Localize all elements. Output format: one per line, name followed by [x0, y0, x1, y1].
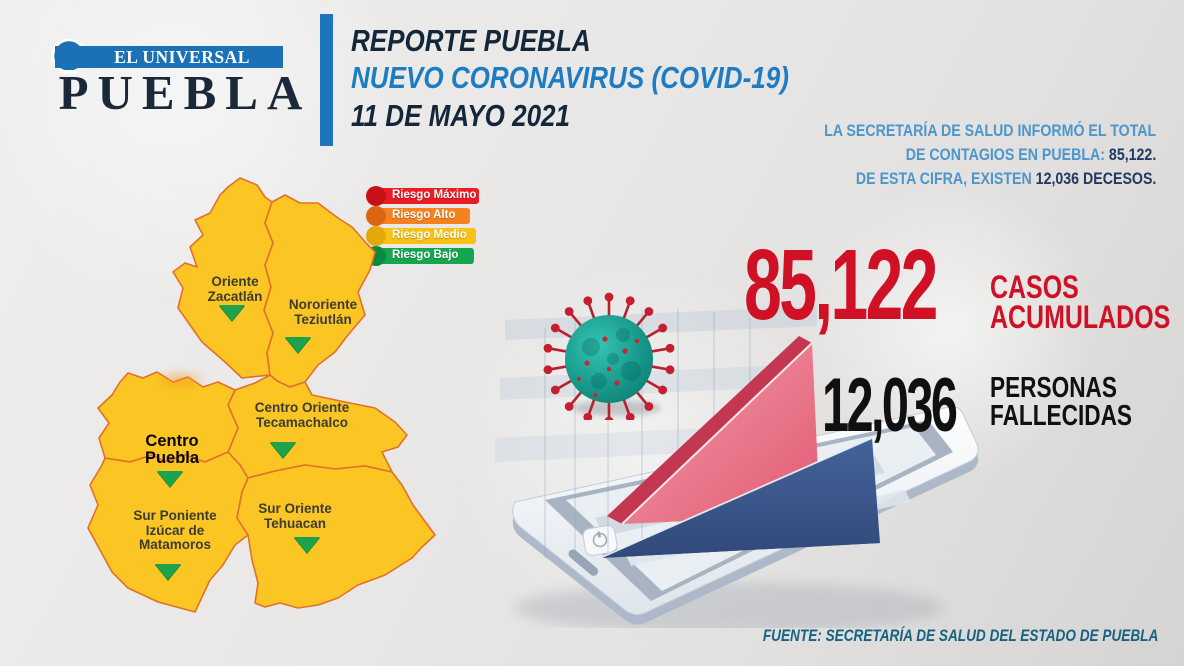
region-shape-sur-poniente-izucar	[87, 451, 249, 613]
deaths-total-value: 12,036	[822, 363, 958, 448]
tablet-chart-illustration	[495, 268, 987, 634]
cases-wedge-chart	[607, 336, 820, 525]
masthead-title: EL UNIVERSAL	[55, 46, 283, 68]
source-credit: FUENTE: SECRETARÍA DE SALUD DEL ESTADO D…	[762, 626, 1158, 645]
region-label-centro-oriente-tecamachalco: Centro Oriente Tecamachalco	[254, 400, 350, 430]
region-label-sur-oriente-tehuacan: Sur Oriente Tehuacan	[258, 501, 332, 531]
centro-puebla-highlight-glow	[151, 368, 209, 392]
masthead-edition: PUEBLA	[58, 65, 312, 120]
deaths-total-label: PERSONAS FALLECIDAS	[990, 372, 1133, 432]
risk-max-dot-icon	[366, 185, 386, 206]
risk-alto-dot-icon	[366, 205, 386, 226]
region-label-oriente-zacatlan: Oriente Zacatlán	[207, 274, 263, 304]
report-title: NUEVO CORONAVIRUS (COVID-19)	[351, 60, 789, 95]
report-kicker: REPORTE PUEBLA	[351, 23, 591, 58]
summary-line-1: LA SECRETARÍA DE SALUD INFORMÓ EL TOTAL	[823, 122, 1156, 140]
summary-paragraph: LA SECRETARÍA DE SALUD INFORMÓ EL TOTAL …	[770, 119, 1156, 191]
region-shape-nororiente-teziutlan	[263, 194, 376, 388]
summary-line-2: DE CONTAGIOS EN PUEBLA: 85,122.	[905, 146, 1156, 164]
trend-down-icon	[294, 537, 320, 553]
risk-legend: Riesgo Máximo Riesgo Alto Riesgo Medio R…	[366, 185, 496, 268]
trend-down-icon	[219, 305, 245, 321]
trend-down-icon	[155, 564, 181, 580]
tablet-port	[568, 549, 599, 576]
puebla-risk-map: Oriente Zacatlán Nororiente Teziutlán Cent…	[85, 175, 445, 635]
cases-total-value: 85,122	[744, 229, 938, 341]
summary-deaths-value: 12,036 DECESOS.	[1035, 170, 1156, 188]
tablet-home-button	[582, 525, 618, 556]
tablet-shadow	[515, 582, 945, 634]
region-label-centro-puebla: Centro Puebla	[144, 432, 200, 467]
trend-down-icon	[270, 442, 296, 458]
trend-down-icon	[157, 471, 183, 487]
legend-item-riesgo-medio: Riesgo Medio	[366, 225, 496, 246]
legend-item-riesgo-alto: Riesgo Alto	[366, 205, 496, 226]
legend-item-riesgo-maximo: Riesgo Máximo	[366, 185, 496, 206]
report-date: 11 DE MAYO 2021	[351, 98, 571, 133]
region-label-nororiente-teziutlan: Nororiente Teziutlán	[288, 297, 358, 327]
coronavirus-icon	[525, 275, 693, 427]
risk-medio-dot-icon	[366, 225, 386, 246]
header-divider	[320, 14, 333, 146]
cases-total-label: CASOS ACUMULADOS	[990, 269, 1171, 335]
summary-cases-value: 85,122.	[1108, 146, 1156, 164]
summary-line-3: DE ESTA CIFRA, EXISTEN 12,036 DECESOS.	[855, 170, 1156, 188]
deaths-wedge-chart	[599, 437, 880, 559]
region-shape-sur-oriente-tehuacan	[236, 464, 436, 609]
trend-down-icon	[285, 337, 311, 353]
region-label-sur-poniente-izucar: Sur Poniente Izúcar de Matamoros	[133, 508, 217, 552]
